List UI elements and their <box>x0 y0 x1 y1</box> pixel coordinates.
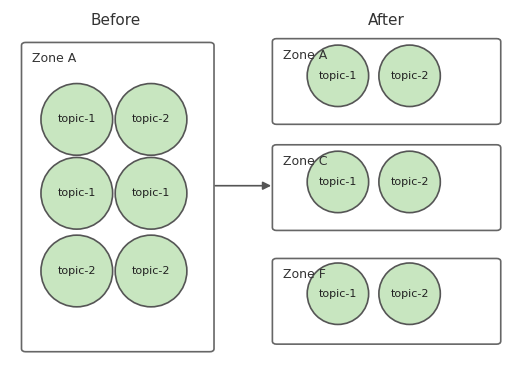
Ellipse shape <box>41 235 113 307</box>
Ellipse shape <box>307 151 369 213</box>
Text: Zone C: Zone C <box>283 155 327 168</box>
FancyBboxPatch shape <box>272 39 501 124</box>
Text: topic-2: topic-2 <box>132 266 170 276</box>
Text: topic-1: topic-1 <box>58 188 96 198</box>
Text: topic-2: topic-2 <box>132 114 170 124</box>
Text: topic-1: topic-1 <box>319 289 357 299</box>
Text: topic-2: topic-2 <box>57 266 96 276</box>
Ellipse shape <box>115 235 187 307</box>
Ellipse shape <box>115 157 187 229</box>
Ellipse shape <box>307 263 369 324</box>
Text: topic-2: topic-2 <box>390 71 429 81</box>
Text: topic-1: topic-1 <box>319 177 357 187</box>
Text: topic-1: topic-1 <box>319 71 357 81</box>
Ellipse shape <box>379 45 440 106</box>
Text: After: After <box>368 13 405 28</box>
Text: topic-2: topic-2 <box>390 177 429 187</box>
Ellipse shape <box>379 263 440 324</box>
Ellipse shape <box>307 45 369 106</box>
Ellipse shape <box>41 83 113 155</box>
Ellipse shape <box>115 83 187 155</box>
Text: topic-1: topic-1 <box>132 188 170 198</box>
Text: Zone F: Zone F <box>283 268 326 281</box>
FancyBboxPatch shape <box>22 42 214 352</box>
Text: Before: Before <box>90 13 140 28</box>
Text: Zone A: Zone A <box>32 52 76 65</box>
Ellipse shape <box>379 151 440 213</box>
FancyBboxPatch shape <box>272 145 501 230</box>
FancyBboxPatch shape <box>272 258 501 344</box>
Text: Zone A: Zone A <box>283 49 327 61</box>
Text: topic-2: topic-2 <box>390 289 429 299</box>
Text: topic-1: topic-1 <box>58 114 96 124</box>
Ellipse shape <box>41 157 113 229</box>
